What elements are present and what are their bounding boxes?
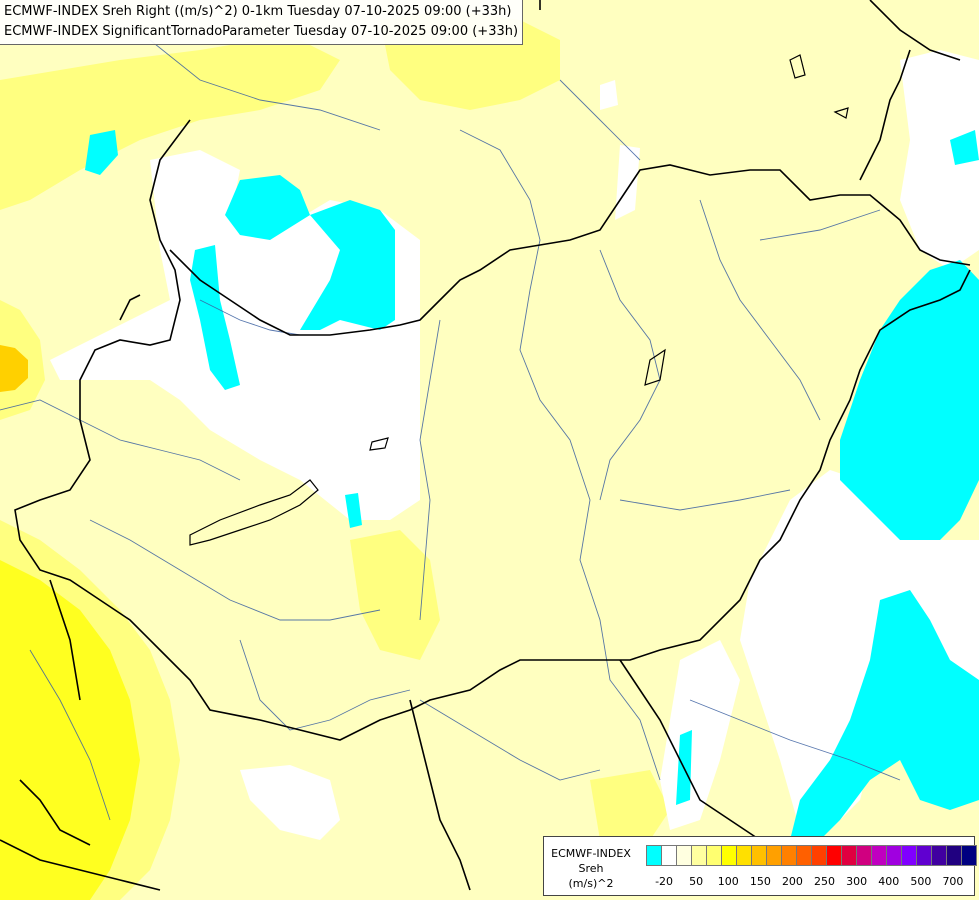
cyan-zone-north-central — [190, 175, 395, 390]
legend-swatch — [901, 845, 917, 866]
lakes — [189, 54, 849, 546]
cyan-zone-east — [840, 260, 979, 540]
legend-swatch — [706, 845, 722, 866]
cyan-zone-southeast — [790, 590, 979, 860]
legend-swatch — [826, 845, 842, 866]
legend-swatch — [961, 845, 977, 866]
color-legend: ECMWF-INDEX Sreh (m/s)^2 -20 50 100 150 200 2… — [543, 836, 977, 896]
white-zone-northeast — [900, 50, 979, 270]
legend-ticks: -20 50 100 150 200 250 300 400 500 700 — [646, 875, 976, 889]
legend-swatch — [946, 845, 962, 866]
yellow-zone-central — [350, 530, 440, 660]
legend-swatch — [871, 845, 887, 866]
legend-tick-label: 250 — [814, 875, 836, 888]
legend-tick-label: 500 — [910, 875, 932, 888]
legend-swatch — [766, 845, 782, 866]
legend-swatches — [646, 845, 977, 866]
legend-swatch — [886, 845, 902, 866]
legend-tick-label: 100 — [717, 875, 739, 888]
legend-swatch — [646, 845, 662, 866]
white-zone-east — [740, 470, 979, 830]
title-line-1: ECMWF-INDEX Sreh Right ((m/s)^2) 0-1km T… — [4, 4, 512, 19]
white-patch-sw — [240, 765, 340, 840]
legend-swatch — [916, 845, 932, 866]
legend-tick-label: 400 — [878, 875, 900, 888]
legend-tick-label: 300 — [846, 875, 868, 888]
legend-swatch — [751, 845, 767, 866]
legend-swatch — [931, 845, 947, 866]
yellow-zone-northwest — [0, 40, 340, 210]
yellow-zone-west-strong — [0, 560, 140, 900]
legend-variable: Sreh — [578, 862, 604, 875]
legend-tick-label: 700 — [942, 875, 964, 888]
legend-model: ECMWF-INDEX — [551, 847, 631, 860]
white-zone-center — [50, 150, 420, 520]
legend-swatch — [781, 845, 797, 866]
cyan-patch-nw — [85, 130, 118, 175]
legend-swatch — [841, 845, 857, 866]
legend-swatch — [661, 845, 677, 866]
title-line-2: ECMWF-INDEX SignificantTornadoParameter … — [4, 24, 519, 39]
legend-tick-label: 50 — [689, 875, 704, 888]
legend-swatch — [691, 845, 707, 866]
orange-spot — [0, 345, 28, 392]
legend-swatch — [796, 845, 812, 866]
map-title-box: ECMWF-INDEX Sreh Right ((m/s)^2) 0-1km T… — [0, 0, 524, 45]
legend-swatch — [676, 845, 692, 866]
legend-swatch — [721, 845, 737, 866]
legend-tick-label: 150 — [749, 875, 771, 888]
legend-tick-label: -20 — [655, 875, 674, 888]
legend-unit: (m/s)^2 — [568, 877, 614, 890]
legend-swatch — [856, 845, 872, 866]
legend-swatch — [811, 845, 827, 866]
legend-tick-label: 200 — [781, 875, 803, 888]
legend-label: ECMWF-INDEX Sreh (m/s)^2 — [548, 846, 634, 891]
legend-swatch — [736, 845, 752, 866]
yellow-zone-south — [590, 770, 670, 840]
